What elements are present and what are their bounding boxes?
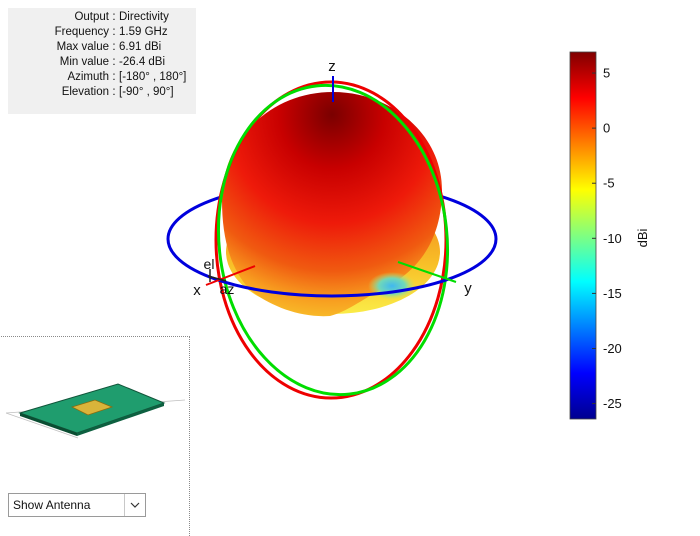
y-axis-line [397,261,457,283]
radiation-pattern-plot[interactable]: z x y el az [0,0,700,525]
info-separator: : [112,26,116,38]
azimuth-label: az [220,281,235,297]
yz-plane-ring [216,83,450,397]
colorbar-ticks: 5 0 -5 -10 -15 -20 -25 [592,66,622,411]
info-separator: : [112,11,116,23]
colorbar-tick-label: -15 [603,286,622,301]
colorbar-tick-label: -25 [603,396,622,411]
info-label: Min value [59,56,109,68]
info-value: 1.59 GHz [119,26,168,38]
info-panel: Output : Directivity Frequency : 1.59 GH… [8,8,196,114]
patch-board-edge [77,403,164,436]
colorbar-gradient [569,51,597,420]
z-axis-label: z [328,58,336,75]
info-row-max-value: Max value : 6.91 dBi [8,40,196,55]
info-label: Output [74,11,109,23]
antenna-preview-panel [0,336,190,536]
info-label: Azimuth [67,71,109,83]
info-label: Elevation [61,86,109,98]
info-row-elevation: Elevation : [-90° , 90°] [8,85,196,100]
info-row-output: Output : Directivity [8,10,196,25]
antenna-preview [5,383,186,439]
info-value: [-180° , 180°] [119,71,187,83]
colorbar-label: dBi [635,228,650,247]
colorbar-tick-label: 0 [603,121,610,136]
info-value: [-90° , 90°] [119,86,174,98]
y-axis-label: y [464,280,472,297]
info-separator: : [112,56,116,68]
radiation-lobe [222,92,442,317]
info-label: Frequency [54,26,109,38]
colorbar-tick-label: -10 [603,231,622,246]
patch-element [70,399,114,416]
preview-grid-line [5,412,79,439]
info-row-azimuth: Azimuth : [-180° , 180°] [8,70,196,85]
info-separator: : [112,86,116,98]
colorbar-tick-label: 5 [603,66,610,81]
patch-board-edge [20,413,77,436]
origin-az-marker [207,275,227,282]
info-label: Max value [56,41,109,53]
colorbar: 5 0 -5 -10 -15 -20 -25 dBi [569,51,650,420]
view-mode-dropdown[interactable]: Show Antenna [8,493,146,517]
info-row-frequency: Frequency : 1.59 GHz [8,25,196,40]
view-mode-selected: Show Antenna [13,498,91,512]
x-axis-line [205,265,256,286]
info-value: 6.91 dBi [119,41,162,53]
info-separator: : [112,41,116,53]
lobe-null-region [368,272,416,300]
x-axis-label: x [193,282,201,299]
info-separator: : [112,71,116,83]
info-value: -26.4 dBi [119,56,166,68]
elevation-label: el [204,256,215,272]
chevron-down-icon[interactable] [124,494,145,516]
info-value: Directivity [119,11,169,23]
info-row-min-value: Min value : -26.4 dBi [8,55,196,70]
azimuth-ring-front [166,238,498,298]
colorbar-tick-label: -20 [603,341,622,356]
colorbar-tick-label: -5 [603,176,615,191]
